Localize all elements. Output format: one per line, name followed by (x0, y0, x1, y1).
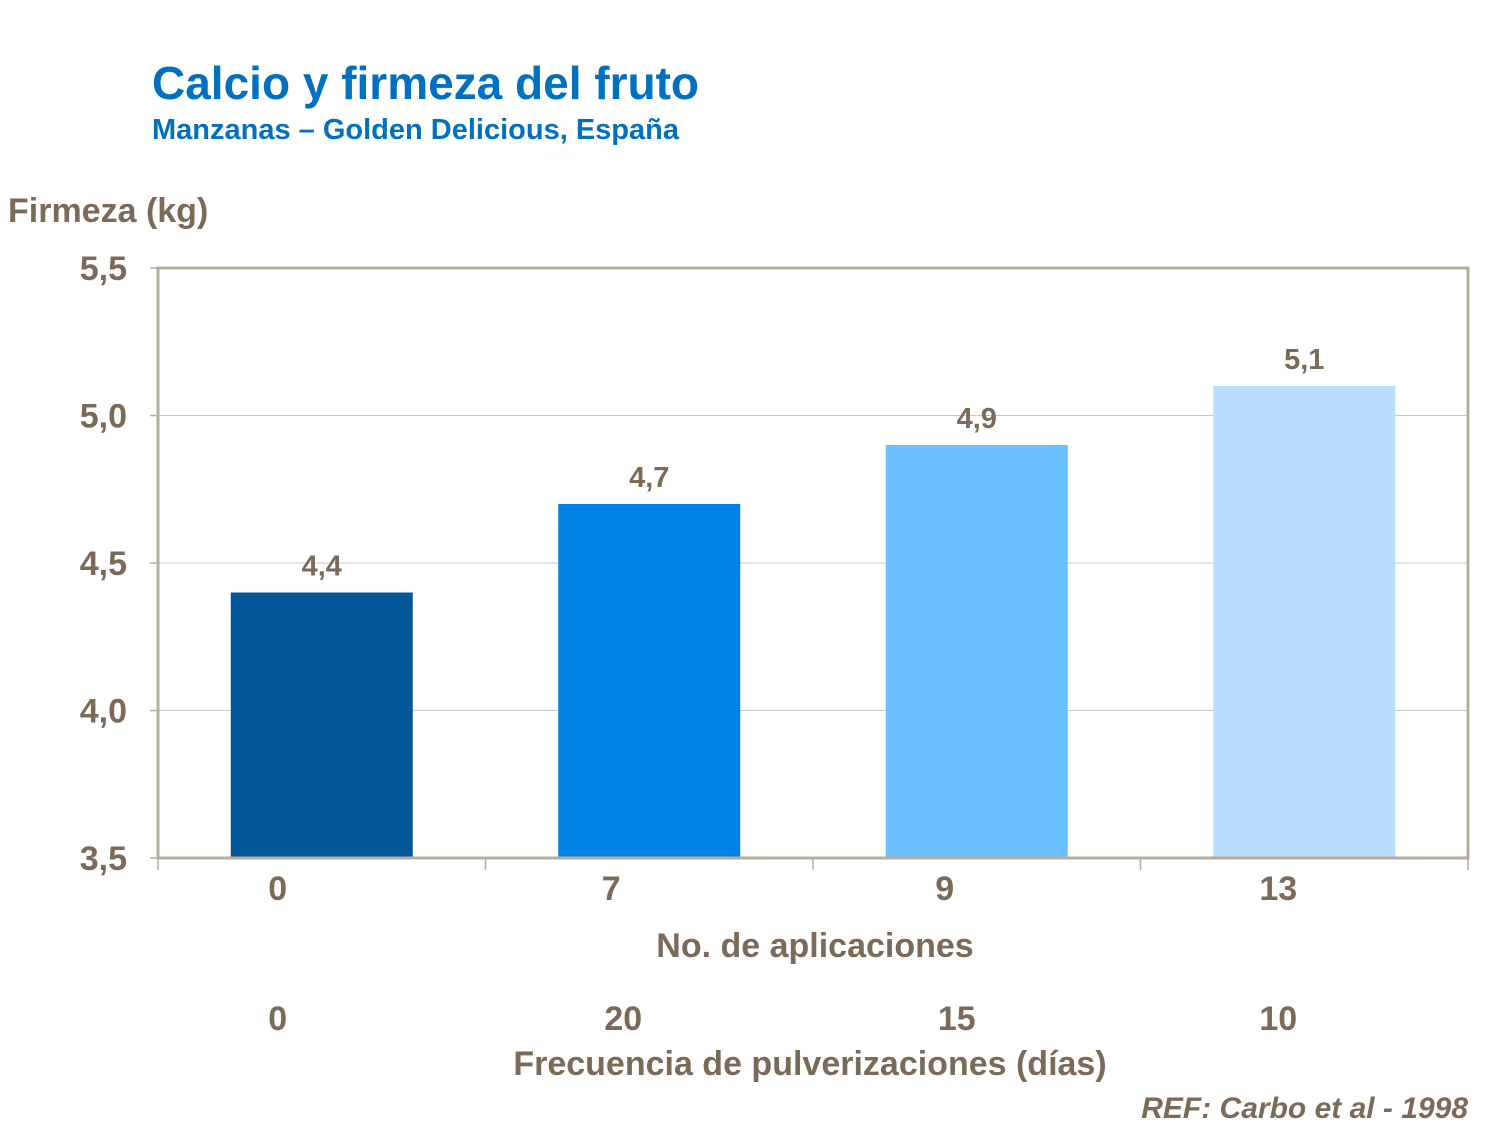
x-tick-label: 9 (935, 870, 954, 908)
x-secondary-tick-label: 20 (604, 1000, 642, 1038)
y-axis-label: Firmeza (kg) (8, 192, 209, 230)
y-tick-label: 3,5 (80, 840, 127, 878)
data-label: 4,7 (629, 462, 669, 494)
data-label: 5,1 (1284, 344, 1324, 376)
y-tick-label: 4,0 (80, 693, 127, 731)
x-tick-label: 7 (602, 870, 621, 908)
x-secondary-tick-label: 10 (1259, 1000, 1297, 1038)
y-tick-label: 5,0 (80, 398, 127, 436)
bar (230, 592, 413, 857)
x-axis-label: No. de aplicaciones (656, 927, 974, 965)
bar (885, 445, 1068, 857)
bar (1213, 386, 1396, 857)
x-tick-label: 13 (1259, 870, 1297, 908)
reference-note: REF: Carbo et al - 1998 (1141, 1092, 1468, 1125)
x-secondary-tick-label: 0 (268, 1000, 287, 1038)
chart-subtitle: Manzanas – Golden Delicious, España (152, 114, 679, 146)
x-secondary-tick-label: 15 (938, 1000, 976, 1038)
y-tick-label: 4,5 (80, 545, 127, 583)
bar (558, 504, 741, 857)
chart-title: Calcio y firmeza del fruto (152, 57, 700, 109)
data-label: 4,9 (957, 403, 997, 435)
x-axis-secondary-label: Frecuencia de pulverizaciones (días) (513, 1045, 1107, 1083)
data-label: 4,4 (302, 551, 342, 583)
y-tick-label: 5,5 (80, 250, 127, 288)
x-tick-label: 0 (268, 870, 287, 908)
